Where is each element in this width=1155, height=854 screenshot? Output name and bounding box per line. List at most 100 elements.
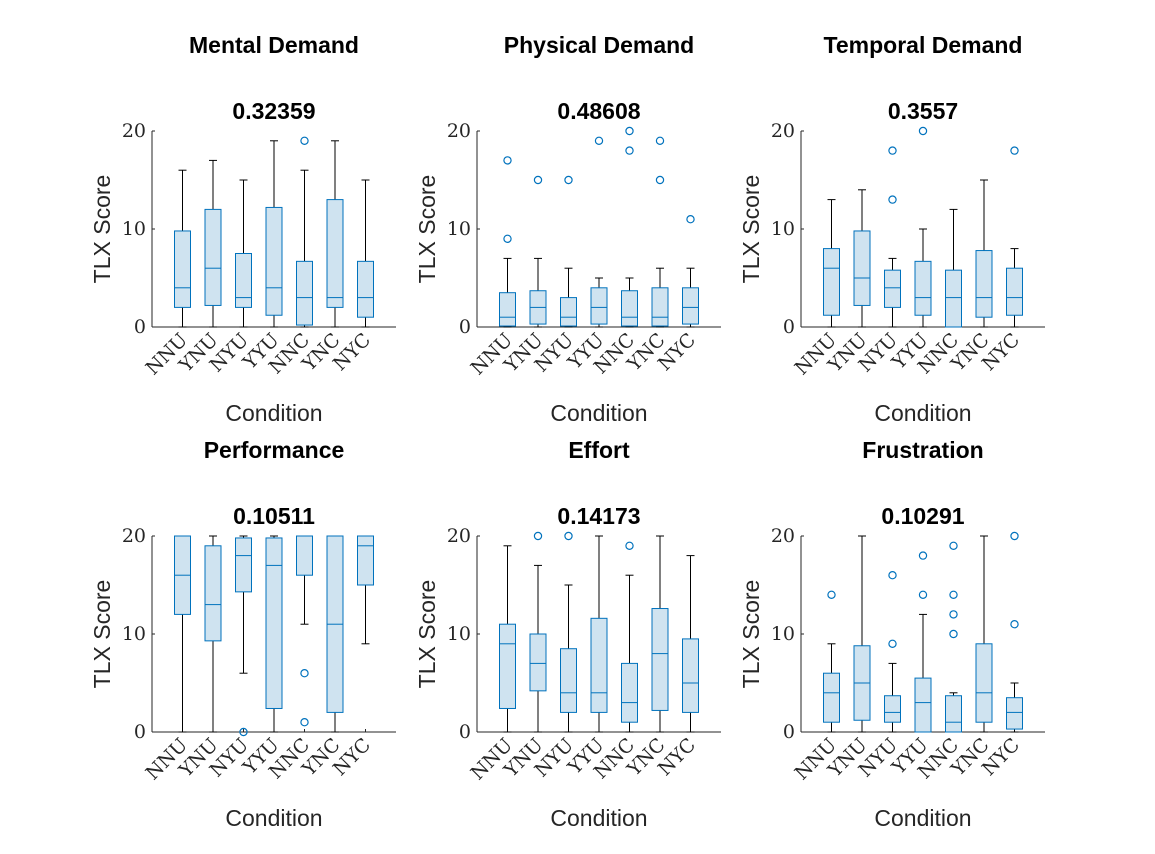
box-nnu: [823, 199, 840, 328]
x-axis-label: Condition: [225, 805, 322, 831]
outlier-point: [888, 639, 897, 649]
iqr-box: [682, 638, 699, 713]
iqr-box: [174, 230, 191, 308]
box-nnc: [945, 541, 962, 733]
y-tick-label: 10: [122, 218, 146, 240]
subplot-2: Physical Demand0.4860801020NNUYNUNYUYYUN…: [414, 32, 721, 426]
outlier-point: [564, 175, 573, 185]
outlier-point: [564, 531, 573, 541]
outlier-point: [888, 195, 897, 204]
iqr-box: [265, 537, 283, 709]
box-yyu: [590, 136, 608, 328]
box-ynu: [204, 535, 222, 733]
subplot-4: Performance0.1051101020NNUYNUNYUYYUNNCYN…: [89, 437, 396, 831]
iqr-box: [884, 269, 901, 308]
y-tick-label: 20: [122, 120, 146, 142]
iqr-box: [357, 260, 374, 318]
iqr-box: [326, 199, 344, 308]
box-ynu: [204, 159, 222, 328]
y-tick-label: 20: [771, 525, 795, 547]
y-tick-label: 0: [459, 721, 471, 743]
outlier-point: [503, 234, 512, 243]
box-ync: [326, 535, 344, 733]
box-yyu: [914, 126, 932, 328]
outlier-point: [533, 175, 543, 185]
x-axis-label: Condition: [874, 805, 971, 831]
outlier-point: [625, 146, 634, 155]
box-ynu: [529, 175, 547, 328]
outlier-point: [1010, 620, 1019, 629]
box-nnu: [174, 169, 191, 328]
box-nyc: [357, 179, 374, 328]
outlier-point: [888, 146, 897, 155]
box-nyc: [357, 535, 374, 645]
box-nyu: [235, 535, 252, 737]
y-tick-label: 20: [771, 120, 795, 142]
box-yyu: [265, 140, 283, 328]
box-ynu: [529, 531, 547, 733]
iqr-box: [884, 695, 901, 723]
outlier-point: [625, 541, 634, 551]
iqr-box: [560, 648, 577, 713]
box-nyu: [560, 531, 577, 733]
y-tick-label: 0: [783, 316, 795, 338]
y-tick-label: 10: [447, 623, 471, 645]
box-ync: [651, 136, 669, 328]
outlier-point: [1010, 531, 1019, 541]
subplot-pvalue: 0.10511: [233, 503, 315, 529]
iqr-box: [651, 287, 669, 327]
box-yyu: [590, 535, 608, 733]
subplot-title: Frustration: [862, 437, 983, 463]
outlier-point: [1010, 146, 1019, 155]
x-axis-label: Condition: [550, 805, 647, 831]
iqr-box: [945, 269, 962, 328]
iqr-box: [823, 672, 840, 723]
subplot-pvalue: 0.10291: [881, 503, 964, 529]
outlier-point: [949, 610, 958, 619]
outlier-point: [300, 136, 309, 145]
y-tick-label: 10: [771, 218, 795, 240]
iqr-box: [560, 297, 577, 327]
y-tick-label: 0: [134, 316, 146, 338]
iqr-box: [853, 230, 871, 306]
subplot-6: Frustration0.1029101020NNUYNUNYUYYUNNCYN…: [738, 437, 1045, 831]
box-nyc: [682, 555, 699, 733]
box-nnu: [823, 590, 840, 733]
outlier-point: [300, 718, 309, 727]
iqr-box: [499, 292, 516, 327]
outlier-point: [888, 571, 897, 580]
box-nyc: [1006, 146, 1023, 328]
iqr-box: [914, 677, 932, 733]
iqr-box: [529, 633, 547, 692]
outlier-point: [594, 136, 604, 145]
box-nnc: [296, 136, 313, 328]
box-ync: [975, 179, 993, 328]
subplot-pvalue: 0.32359: [232, 98, 315, 124]
box-nnc: [945, 208, 962, 328]
y-tick-label: 0: [783, 721, 795, 743]
iqr-box: [296, 535, 313, 576]
box-nyc: [682, 214, 699, 328]
box-nyu: [884, 146, 901, 328]
outlier-point: [300, 669, 309, 678]
subplot-pvalue: 0.3557: [888, 98, 958, 124]
y-tick-label: 20: [447, 120, 471, 142]
x-axis-label: Condition: [550, 400, 647, 426]
box-yyu: [914, 551, 932, 733]
iqr-box: [235, 253, 252, 308]
iqr-box: [1006, 697, 1023, 730]
y-tick-label: 10: [122, 623, 146, 645]
iqr-box: [235, 537, 252, 593]
iqr-box: [590, 287, 608, 325]
subplot-5: Effort0.1417301020NNUYNUNYUYYUNNCYNCNYCC…: [414, 437, 721, 831]
iqr-box: [357, 535, 374, 586]
subplot-3: Temporal Demand0.355701020NNUYNUNYUYYUNN…: [738, 32, 1045, 426]
box-ync: [326, 140, 344, 328]
subplot-pvalue: 0.14173: [557, 503, 640, 529]
x-axis-label: Condition: [874, 400, 971, 426]
outlier-point: [918, 551, 928, 560]
outlier-point: [686, 214, 695, 224]
box-ync: [651, 535, 669, 733]
outlier-point: [949, 590, 958, 600]
